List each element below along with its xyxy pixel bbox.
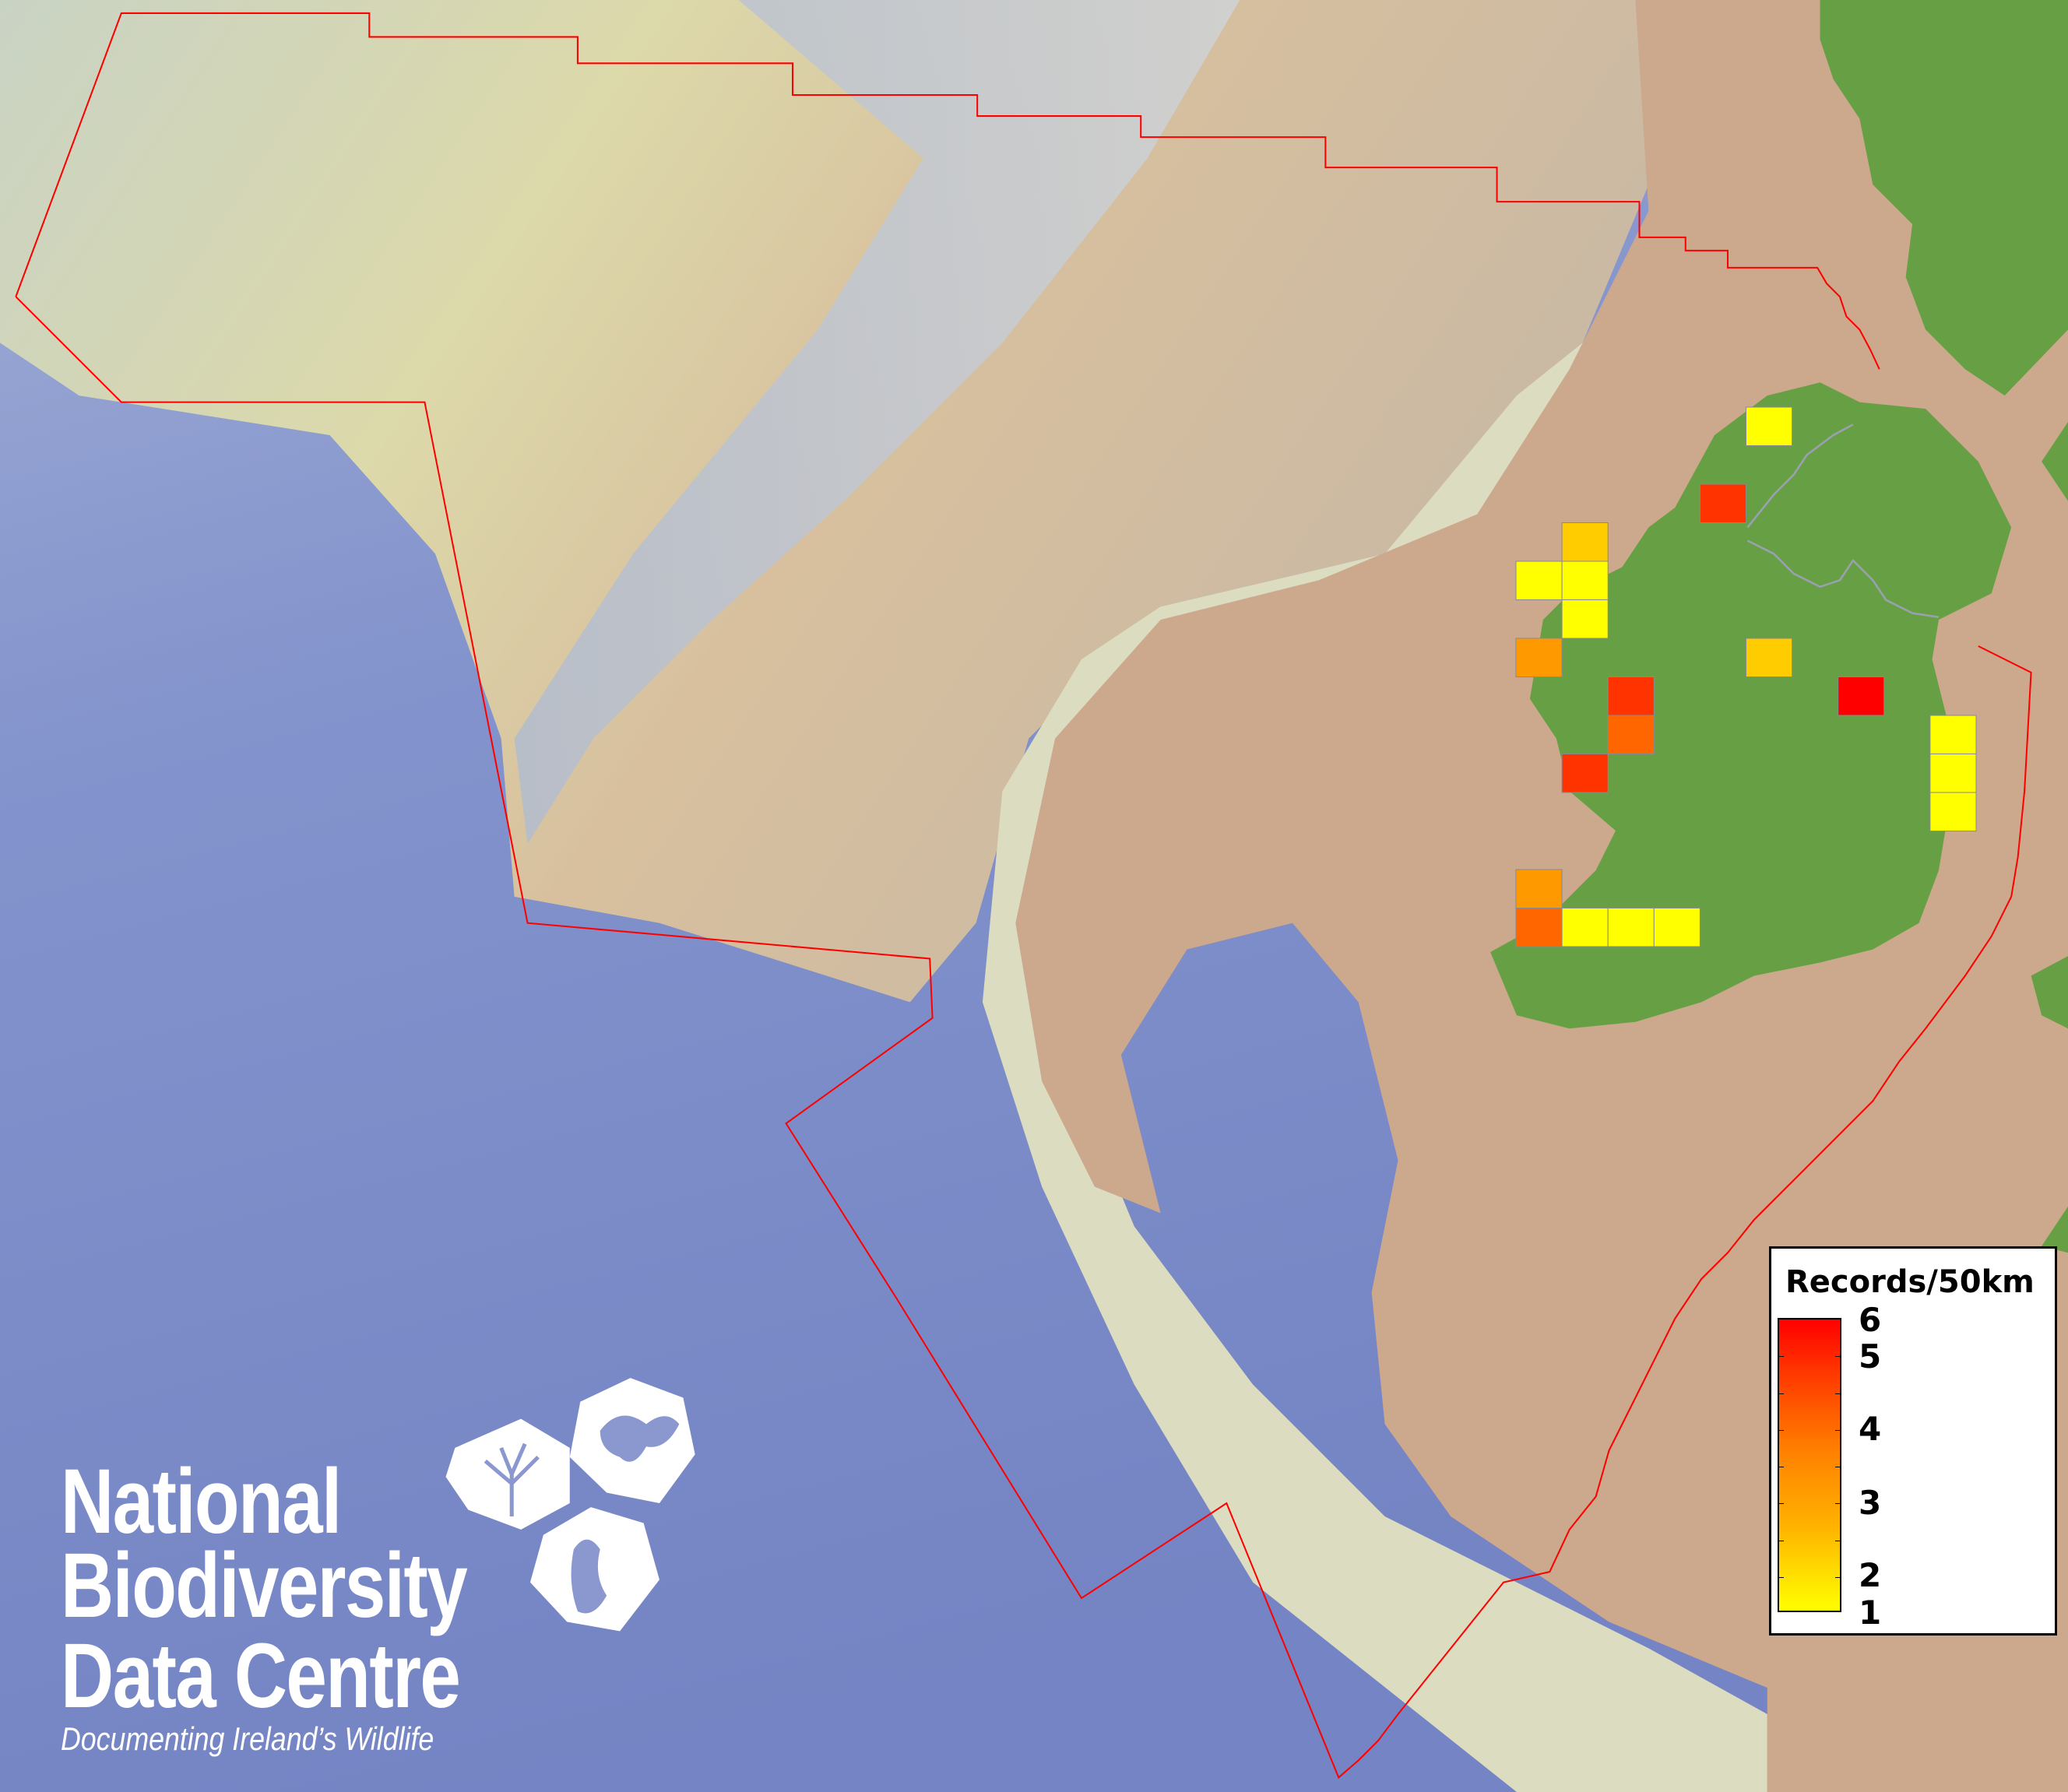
colorbar-label-3: 3 (1859, 1484, 1882, 1522)
grid-cell (1745, 406, 1793, 447)
colorbar-tick (1835, 1356, 1840, 1358)
records-grid (1515, 406, 1977, 947)
logo-tagline: Documenting Ireland’s Wildlife (61, 1720, 434, 1757)
scotland-land (1820, 0, 2068, 396)
grid-cell (1607, 715, 1655, 755)
colorbar-label-2: 2 (1859, 1556, 1882, 1594)
ireland-land (1490, 382, 2012, 1029)
colorbar-tick (1779, 1429, 1784, 1431)
grid-cell (1929, 754, 1977, 793)
grid-cell (1515, 560, 1563, 601)
grid-cell (1838, 676, 1885, 716)
legend-title: Records/50km (1785, 1264, 2035, 1300)
legend: Records/50km 6 5 4 3 2 1 (1769, 1246, 2057, 1636)
colorbar-tick (1835, 1429, 1840, 1431)
colorbar-tick (1835, 1576, 1840, 1578)
colorbar-tick (1779, 1356, 1784, 1358)
colorbar-label-4: 4 (1859, 1410, 1882, 1448)
colorbar-tick (1779, 1503, 1784, 1505)
grid-cell (1699, 483, 1747, 524)
logo-emblem (445, 1378, 695, 1632)
logo-text-data-centre: Data Centre (61, 1625, 461, 1727)
colorbar (1778, 1318, 1841, 1612)
eez-boundary-north (15, 12, 1880, 370)
logo-text-biodiversity: Biodiversity (61, 1534, 468, 1637)
colorbar-label-1: 1 (1859, 1593, 1882, 1632)
grid-cell (1561, 599, 1609, 639)
grid-cell (1561, 754, 1609, 793)
grid-cell (1515, 869, 1563, 909)
grid-cell (1745, 638, 1793, 678)
colorbar-label-5: 5 (1859, 1337, 1882, 1376)
grid-cell (1561, 560, 1609, 601)
grid-cell (1929, 792, 1977, 832)
eez-boundary-south (15, 296, 2032, 1780)
northern-ireland-border (1746, 423, 1940, 618)
colorbar-tick (1835, 1393, 1840, 1394)
grid-cell (1653, 908, 1700, 947)
grid-cell (1607, 676, 1655, 716)
logo-text-national: National (61, 1450, 342, 1553)
colorbar-label-6: 6 (1859, 1301, 1882, 1339)
grid-cell (1561, 522, 1609, 562)
grid-cell (1929, 715, 1977, 755)
colorbar-tick (1835, 1503, 1840, 1505)
colorbar-tick (1779, 1393, 1784, 1394)
grid-cell (1561, 908, 1609, 947)
grid-cell (1515, 638, 1563, 678)
trough (514, 0, 1240, 845)
grid-cell (1607, 908, 1655, 947)
colorbar-tick (1779, 1576, 1784, 1578)
grid-cell (1515, 908, 1563, 947)
tree-icon (445, 1418, 570, 1530)
